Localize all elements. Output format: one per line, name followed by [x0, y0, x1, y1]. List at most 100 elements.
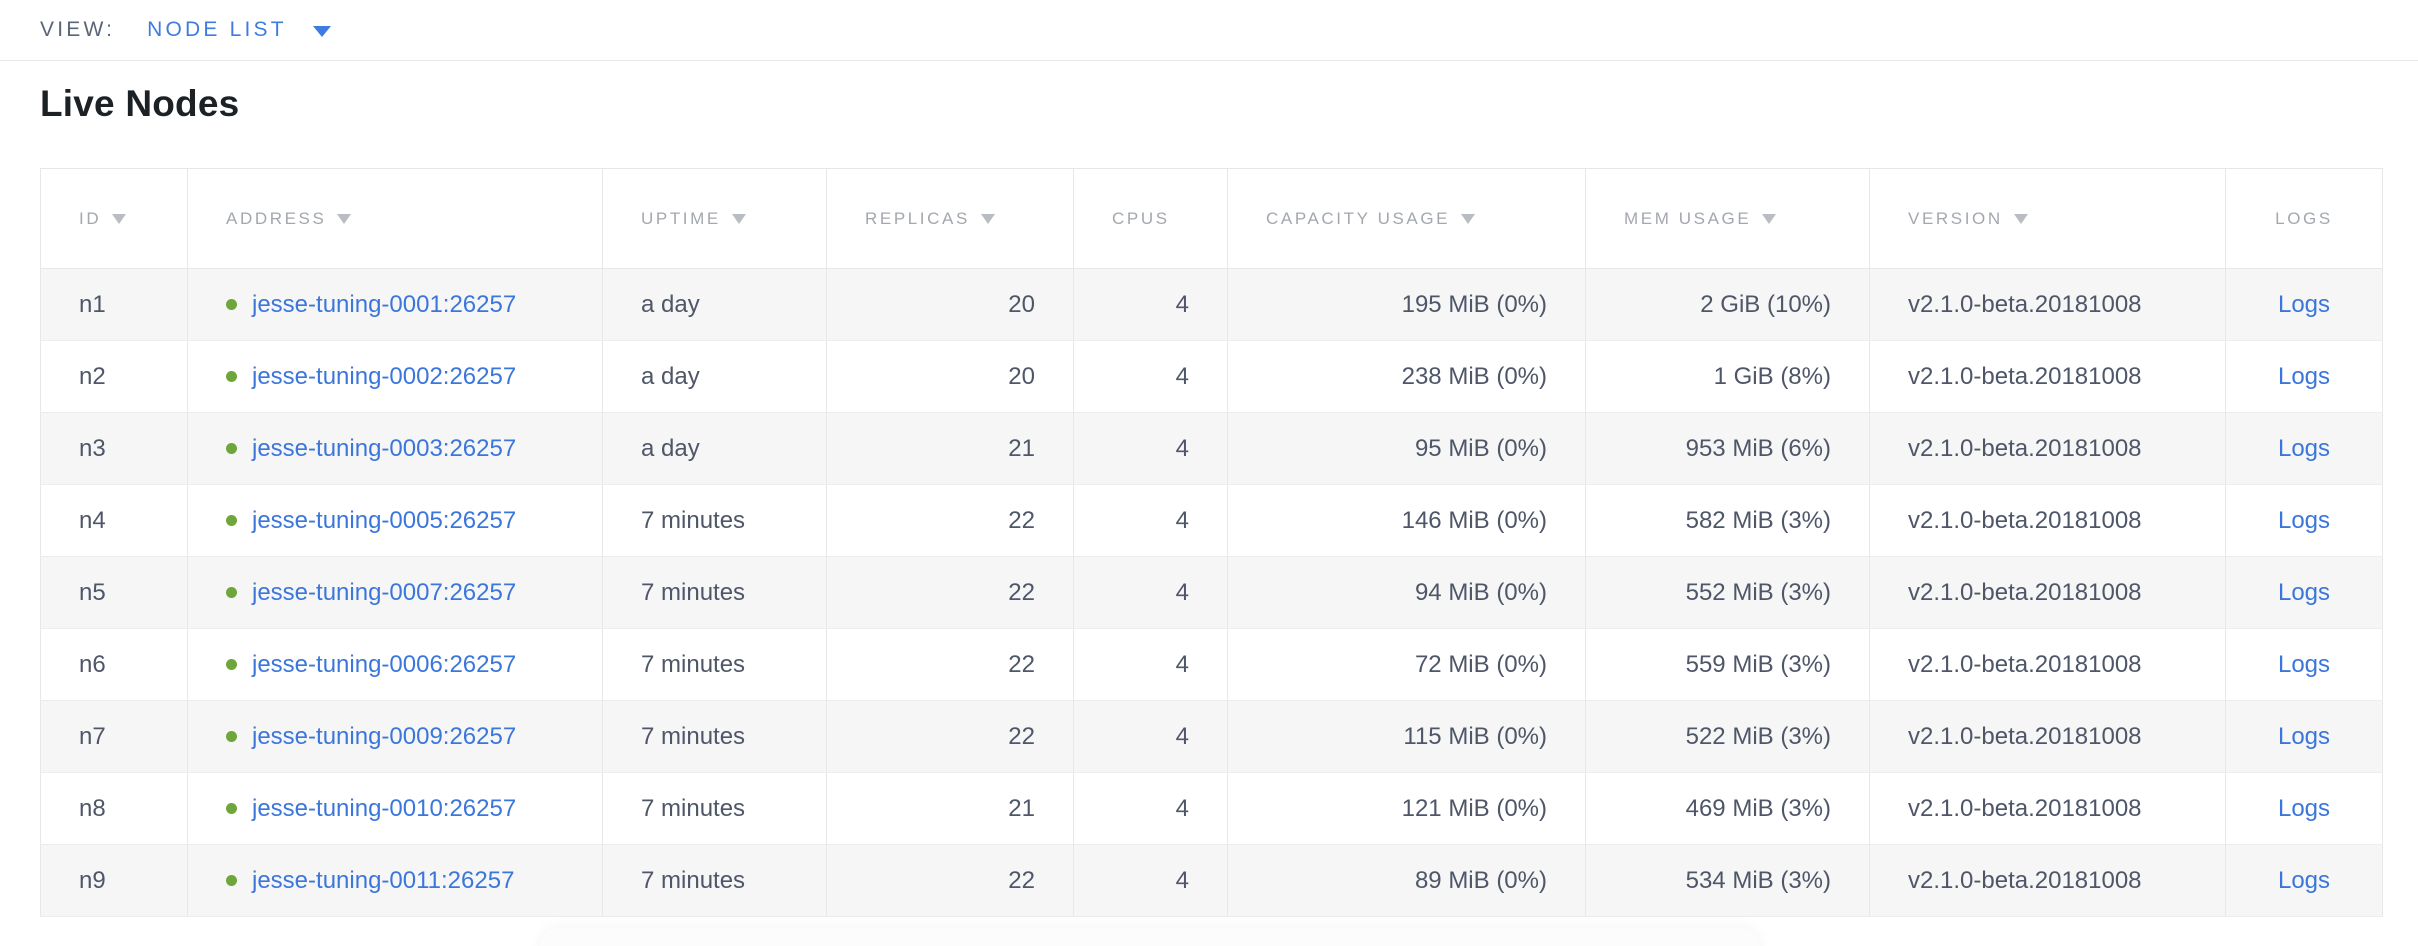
logs-cell: Logs [2225, 700, 2383, 773]
capacity-usage-value: 146 MiB (0%) [1401, 506, 1547, 534]
version-cell: v2.1.0-beta.20181008 [1869, 628, 2226, 701]
capacity-usage-value: 115 MiB (0%) [1403, 722, 1547, 750]
mem-usage-cell: 552 MiB (3%) [1585, 556, 1870, 629]
logs-link[interactable]: Logs [2277, 722, 2331, 750]
logs-link[interactable]: Logs [2277, 506, 2331, 534]
node-id-cell: n3 [40, 412, 188, 485]
version-cell: v2.1.0-beta.20181008 [1869, 700, 2226, 773]
column-header-address[interactable]: ADDRESS [187, 168, 603, 269]
node-address-link[interactable]: jesse-tuning-0006:26257 [252, 650, 517, 678]
replicas-value: 22 [1008, 650, 1035, 678]
table-row: n3 jesse-tuning-0003:26257 a day 21 4 95 MiB … [40, 412, 2383, 485]
replicas-value: 22 [1008, 578, 1035, 606]
table-row: n2 jesse-tuning-0002:26257 a day 20 4 238 MiB… [40, 340, 2383, 413]
next-card-shadow [540, 928, 1760, 946]
cpus-cell: 4 [1073, 628, 1228, 701]
logs-link[interactable]: Logs [2277, 650, 2331, 678]
logs-cell: Logs [2225, 772, 2383, 845]
replicas-value: 22 [1008, 722, 1035, 750]
column-header-mem-usage[interactable]: MEM USAGE [1585, 168, 1870, 269]
column-header-version[interactable]: VERSION [1869, 168, 2226, 269]
version-value: v2.1.0-beta.20181008 [1908, 362, 2142, 390]
replicas-value: 22 [1008, 506, 1035, 534]
capacity-usage-value: 94 MiB (0%) [1414, 578, 1547, 606]
view-selector-dropdown[interactable]: NODE LIST [147, 18, 331, 42]
mem-usage-cell: 469 MiB (3%) [1585, 772, 1870, 845]
node-address-link[interactable]: jesse-tuning-0005:26257 [252, 506, 517, 534]
node-id: n2 [79, 362, 106, 390]
sort-desc-icon [112, 213, 127, 224]
column-header-replicas[interactable]: REPLICAS [826, 168, 1074, 269]
chevron-down-icon [312, 25, 331, 37]
version-cell: v2.1.0-beta.20181008 [1869, 268, 2226, 341]
replicas-value: 20 [1008, 362, 1035, 390]
live-nodes-section: Live Nodes ID ADDRESS UPTIME REPLICAS CPUS CA… [0, 61, 2418, 917]
node-id-cell: n4 [40, 484, 188, 557]
node-live-status-icon [226, 874, 237, 886]
uptime-value: 7 minutes [641, 578, 746, 606]
table-row: n1 jesse-tuning-0001:26257 a day 20 4 195 MiB… [40, 268, 2383, 341]
node-address-link[interactable]: jesse-tuning-0002:26257 [252, 362, 517, 390]
node-address-cell: jesse-tuning-0001:26257 [187, 268, 603, 341]
column-header-label: MEM USAGE [1624, 208, 1752, 228]
logs-link[interactable]: Logs [2277, 290, 2331, 318]
capacity-usage-value: 121 MiB (0%) [1401, 794, 1547, 822]
uptime-value: 7 minutes [641, 794, 746, 822]
version-value: v2.1.0-beta.20181008 [1908, 722, 2142, 750]
replicas-cell: 22 [826, 700, 1074, 773]
table-row: n8 jesse-tuning-0010:26257 7 minutes 21 4 121… [40, 772, 2383, 845]
column-header-uptime[interactable]: UPTIME [602, 168, 827, 269]
column-header-capacity-usage[interactable]: CAPACITY USAGE [1227, 168, 1586, 269]
live-nodes-table: ID ADDRESS UPTIME REPLICAS CPUS CAPACITY USAG… [40, 168, 2383, 917]
replicas-cell: 22 [826, 484, 1074, 557]
cpus-value: 4 [1175, 650, 1189, 678]
node-address-link[interactable]: jesse-tuning-0010:26257 [252, 794, 517, 822]
uptime-value: 7 minutes [641, 650, 746, 678]
node-id: n9 [79, 866, 106, 894]
column-header-id[interactable]: ID [40, 168, 188, 269]
cpus-cell: 4 [1073, 556, 1228, 629]
capacity-usage-cell: 94 MiB (0%) [1227, 556, 1586, 629]
node-address-link[interactable]: jesse-tuning-0003:26257 [252, 434, 517, 462]
logs-link[interactable]: Logs [2277, 362, 2331, 390]
node-address-link[interactable]: jesse-tuning-0007:26257 [252, 578, 517, 606]
mem-usage-cell: 1 GiB (8%) [1585, 340, 1870, 413]
version-value: v2.1.0-beta.20181008 [1908, 290, 2142, 318]
version-cell: v2.1.0-beta.20181008 [1869, 556, 2226, 629]
node-address-cell: jesse-tuning-0009:26257 [187, 700, 603, 773]
cpus-cell: 4 [1073, 340, 1228, 413]
uptime-cell: 7 minutes [602, 484, 827, 557]
logs-link[interactable]: Logs [2277, 578, 2331, 606]
logs-cell: Logs [2225, 412, 2383, 485]
node-live-status-icon [226, 658, 237, 670]
node-id: n5 [79, 578, 106, 606]
uptime-value: a day [641, 290, 700, 318]
logs-link[interactable]: Logs [2277, 794, 2331, 822]
node-id-cell: n9 [40, 844, 188, 917]
node-address-link[interactable]: jesse-tuning-0009:26257 [252, 722, 517, 750]
mem-usage-cell: 522 MiB (3%) [1585, 700, 1870, 773]
cpus-cell: 4 [1073, 412, 1228, 485]
logs-cell: Logs [2225, 556, 2383, 629]
node-id: n3 [79, 434, 106, 462]
column-header-label: CAPACITY USAGE [1266, 208, 1451, 228]
node-id-cell: n7 [40, 700, 188, 773]
replicas-value: 21 [1008, 794, 1035, 822]
node-address-link[interactable]: jesse-tuning-0011:26257 [252, 866, 515, 894]
cpus-cell: 4 [1073, 844, 1228, 917]
uptime-value: a day [641, 434, 700, 462]
cpus-value: 4 [1175, 794, 1189, 822]
logs-link[interactable]: Logs [2277, 434, 2331, 462]
mem-usage-value: 522 MiB (3%) [1685, 722, 1831, 750]
node-address-link[interactable]: jesse-tuning-0001:26257 [252, 290, 517, 318]
replicas-cell: 22 [826, 844, 1074, 917]
logs-link[interactable]: Logs [2277, 866, 2331, 894]
sort-desc-icon [1762, 213, 1777, 224]
capacity-usage-cell: 72 MiB (0%) [1227, 628, 1586, 701]
page-title: Live Nodes [40, 83, 240, 124]
capacity-usage-cell: 95 MiB (0%) [1227, 412, 1586, 485]
version-value: v2.1.0-beta.20181008 [1908, 794, 2142, 822]
cpus-cell: 4 [1073, 268, 1228, 341]
node-id: n7 [79, 722, 106, 750]
version-value: v2.1.0-beta.20181008 [1908, 578, 2142, 606]
